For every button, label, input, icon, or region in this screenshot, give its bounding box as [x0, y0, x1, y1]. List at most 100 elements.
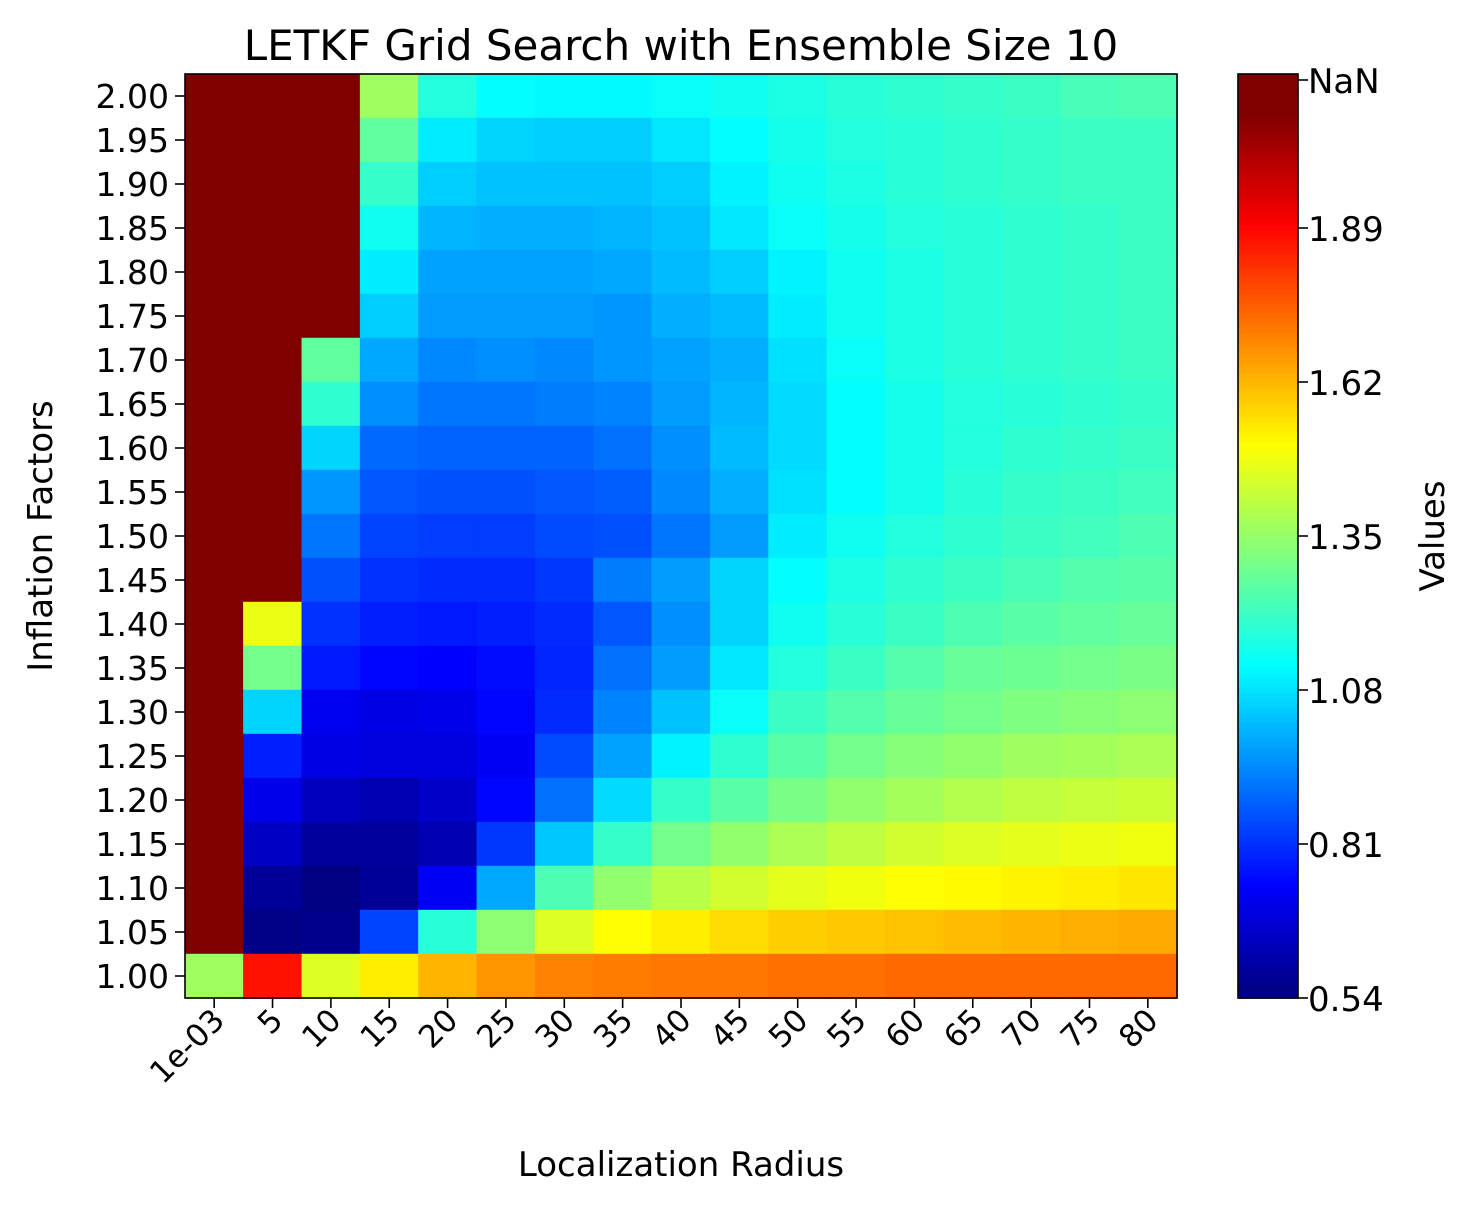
heatmap-cell — [534, 557, 595, 603]
colorbar-segment — [1238, 416, 1298, 423]
colorbar-segment — [1238, 234, 1298, 240]
heatmap-cell — [1060, 205, 1120, 251]
heatmap-cell — [418, 953, 478, 999]
colorbar-segment — [1238, 657, 1298, 664]
colorbar-tick-label: 1.08 — [1308, 672, 1384, 712]
x-tick-label: 65 — [937, 1002, 990, 1055]
y-axis-label: Inflation Factors — [21, 400, 61, 672]
heatmap-cell — [709, 249, 770, 295]
heatmap-cell — [534, 161, 595, 207]
colorbar-segment — [1238, 495, 1298, 502]
heatmap-cell — [1118, 161, 1178, 207]
heatmap-cell — [1060, 117, 1120, 163]
x-tick-label: 45 — [704, 1002, 757, 1055]
heatmap-cell — [885, 601, 945, 647]
heatmap-cell — [943, 601, 1003, 647]
heatmap-cell — [651, 953, 711, 999]
heatmap-cell — [534, 249, 595, 295]
heatmap-cell — [709, 865, 770, 911]
heatmap-cell — [418, 469, 478, 515]
heatmap-cell — [301, 249, 361, 295]
heatmap-cell — [885, 469, 945, 515]
heatmap-cell — [885, 865, 945, 911]
colorbar-segment — [1238, 115, 1298, 122]
colorbar-segment — [1238, 386, 1298, 393]
heatmap-cell — [301, 557, 361, 603]
colorbar-segment — [1238, 475, 1298, 482]
colorbar-segment — [1238, 919, 1298, 925]
y-axis-ticks: 2.00 1.95 1.90 1.85 1.80 1.75 1.70 1.65 1.60 1.55… — [96, 77, 185, 996]
y-tick-label: 1.65 — [96, 385, 169, 424]
heatmap-cell — [418, 381, 478, 427]
heatmap-cell — [1118, 425, 1178, 471]
heatmap-cell — [826, 73, 887, 119]
heatmap-cell — [418, 249, 478, 295]
heatmap-cell — [476, 689, 536, 735]
colorbar-segment — [1238, 258, 1298, 265]
colorbar-segment — [1238, 539, 1298, 546]
heatmap-cell — [1001, 117, 1062, 163]
colorbar-segment — [1238, 569, 1298, 576]
heatmap-cell — [709, 293, 770, 339]
heatmap-cell — [243, 953, 303, 999]
colorbar-segment — [1238, 327, 1298, 334]
heatmap-cell — [243, 777, 303, 823]
colorbar-segment — [1238, 574, 1298, 580]
colorbar-segment — [1238, 879, 1298, 886]
colorbar-segment — [1238, 377, 1298, 383]
heatmap-cell — [768, 469, 828, 515]
heatmap-cell — [534, 205, 595, 251]
heatmap-cell — [1060, 953, 1120, 999]
heatmap-cell — [184, 645, 245, 691]
heatmap-cell — [184, 161, 245, 207]
heatmap-cell — [885, 733, 945, 779]
heatmap-cell — [1118, 777, 1178, 823]
x-axis-ticks: 1e-03 5 10 15 20 25 30 35 40 45 50 55 60 65 70 75 80 — [143, 998, 1165, 1091]
colorbar-segment — [1238, 608, 1298, 615]
heatmap-cell — [651, 117, 711, 163]
heatmap-cell — [593, 337, 653, 383]
colorbar-segment — [1238, 253, 1298, 260]
heatmap-cell — [768, 689, 828, 735]
colorbar-segment — [1238, 751, 1298, 758]
heatmap-cell — [826, 733, 887, 779]
heatmap-cell — [418, 557, 478, 603]
x-tick-label: 5 — [251, 1002, 290, 1041]
heatmap-cell — [1118, 733, 1178, 779]
heatmap-cell — [359, 909, 420, 955]
heatmap-cell — [943, 425, 1003, 471]
colorbar-segment — [1238, 958, 1298, 965]
heatmap-cell — [243, 73, 303, 119]
colorbar-segment — [1238, 288, 1298, 295]
heatmap-cell — [1001, 557, 1062, 603]
colorbar-segment — [1238, 889, 1298, 896]
colorbar-segment — [1238, 929, 1298, 935]
colorbar-segment — [1238, 805, 1298, 812]
heatmap-cell — [651, 161, 711, 207]
heatmap-cell — [885, 777, 945, 823]
colorbar-segment — [1238, 662, 1298, 669]
heatmap-cell — [301, 513, 361, 559]
heatmap-cell — [1060, 249, 1120, 295]
heatmap-cell — [418, 777, 478, 823]
heatmap-cell — [885, 161, 945, 207]
heatmap-cell — [709, 337, 770, 383]
colorbar-segment — [1238, 184, 1298, 191]
heatmap-cell — [1060, 293, 1120, 339]
heatmap-cell — [651, 557, 711, 603]
heatmap-cell — [943, 865, 1003, 911]
heatmap-cell — [943, 953, 1003, 999]
colorbar-segment — [1238, 165, 1298, 171]
heatmap-cell — [651, 205, 711, 251]
colorbar-segment — [1238, 909, 1298, 916]
colorbar-segment — [1238, 766, 1298, 773]
heatmap-cell — [534, 865, 595, 911]
heatmap-cell — [301, 469, 361, 515]
heatmap-cell — [418, 645, 478, 691]
heatmap-cell — [476, 381, 536, 427]
heatmap-cell — [826, 205, 887, 251]
colorbar-segment — [1238, 579, 1298, 585]
colorbar-segment — [1238, 618, 1298, 625]
heatmap-cell — [1001, 689, 1062, 735]
heatmap-cell — [243, 117, 303, 163]
